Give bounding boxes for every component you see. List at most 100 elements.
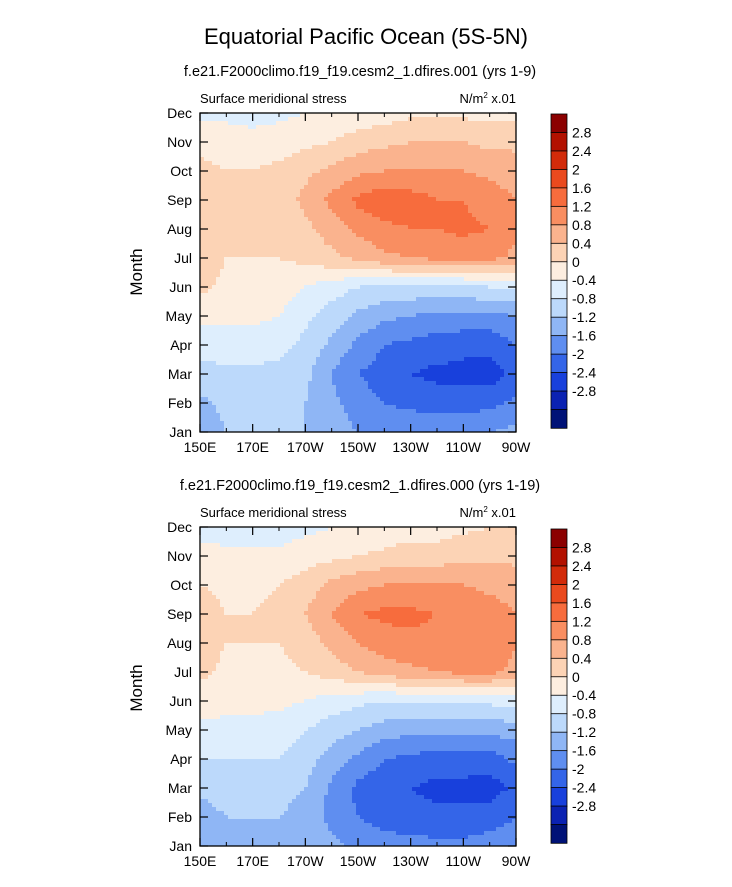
contour-cell	[312, 221, 317, 226]
contour-cell	[300, 165, 305, 170]
contour-cell	[304, 117, 309, 122]
contour-cell	[420, 337, 425, 342]
contour-cell	[440, 305, 445, 310]
contour-cell	[484, 281, 489, 286]
contour-cell	[384, 249, 389, 254]
contour-cell	[220, 113, 225, 118]
contour-cell	[384, 305, 389, 310]
contour-cell	[472, 241, 477, 246]
contour-cell	[388, 357, 393, 362]
contour-cell	[288, 221, 293, 226]
contour-cell	[476, 329, 481, 334]
contour-cell	[328, 173, 333, 178]
contour-cell	[464, 349, 469, 354]
contour-cell	[420, 205, 425, 210]
contour-cell	[212, 281, 217, 286]
contour-cell	[512, 117, 517, 122]
contour-cell	[364, 249, 369, 254]
contour-cell	[380, 129, 385, 134]
contour-cell	[224, 269, 229, 274]
contour-cell	[456, 113, 461, 118]
contour-cell	[360, 273, 365, 278]
contour-cell	[404, 329, 409, 334]
contour-cell	[448, 221, 453, 226]
contour-cell	[404, 249, 409, 254]
contour-cell	[340, 165, 345, 170]
contour-cell	[472, 173, 477, 178]
contour-cell	[412, 277, 417, 282]
contour-cell	[328, 113, 333, 118]
contour-cell	[308, 309, 313, 314]
contour-cell	[508, 349, 513, 354]
contour-cell	[464, 245, 469, 250]
contour-cell	[432, 245, 437, 250]
contour-cell	[252, 329, 257, 334]
contour-cell	[200, 289, 205, 294]
contour-cell	[276, 209, 281, 214]
contour-cell	[408, 121, 413, 126]
contour-cell	[292, 233, 297, 238]
contour-cell	[384, 233, 389, 238]
contour-cell	[400, 309, 405, 314]
contour-cell	[356, 229, 361, 234]
contour-cell	[272, 145, 277, 150]
contour-cell	[472, 125, 477, 130]
contour-cell	[288, 129, 293, 134]
contour-cell	[492, 177, 497, 182]
contour-cell	[468, 149, 473, 154]
contour-cell	[420, 261, 425, 266]
contour-cell	[360, 157, 365, 162]
contour-cell	[476, 217, 481, 222]
contour-cell	[344, 193, 349, 198]
contour-cell	[284, 193, 289, 198]
contour-cell	[316, 165, 321, 170]
contour-cell	[408, 293, 413, 298]
contour-cell	[512, 257, 517, 262]
contour-cell	[476, 121, 481, 126]
contour-cell	[244, 245, 249, 250]
contour-cell	[452, 297, 457, 302]
contour-cell	[284, 297, 289, 302]
contour-cell	[304, 113, 309, 118]
contour-cell	[456, 329, 461, 334]
contour-cell	[332, 293, 337, 298]
contour-cell	[460, 269, 465, 274]
contour-cell	[340, 237, 345, 242]
contour-cell	[408, 317, 413, 322]
contour-cell	[360, 253, 365, 258]
contour-cell	[452, 205, 457, 210]
contour-cell	[280, 333, 285, 338]
contour-cell	[456, 313, 461, 318]
contour-cell	[356, 133, 361, 138]
contour-cell	[244, 269, 249, 274]
contour-cell	[508, 149, 513, 154]
contour-cell	[212, 129, 217, 134]
contour-cell	[504, 285, 509, 290]
contour-cell	[272, 181, 277, 186]
contour-cell	[352, 333, 357, 338]
contour-cell	[452, 217, 457, 222]
contour-cell	[320, 233, 325, 238]
contour-cell	[408, 153, 413, 158]
contour-cell	[400, 341, 405, 346]
contour-cell	[272, 197, 277, 202]
contour-cell	[324, 197, 329, 202]
contour-cell	[500, 197, 505, 202]
contour-cell	[432, 345, 437, 350]
contour-cell	[508, 177, 513, 182]
contour-cell	[464, 301, 469, 306]
contour-cell	[440, 317, 445, 322]
contour-cell	[216, 353, 221, 358]
contour-cell	[204, 361, 209, 366]
contour-cell	[512, 253, 517, 258]
contour-cell	[392, 305, 397, 310]
contour-cell	[244, 325, 249, 330]
contour-cell	[340, 341, 345, 346]
contour-cell	[416, 265, 421, 270]
contour-cell	[464, 249, 469, 254]
contour-cell	[264, 337, 269, 342]
contour-cell	[472, 213, 477, 218]
contour-cell	[268, 337, 273, 342]
contour-cell	[284, 229, 289, 234]
contour-cell	[512, 245, 517, 250]
